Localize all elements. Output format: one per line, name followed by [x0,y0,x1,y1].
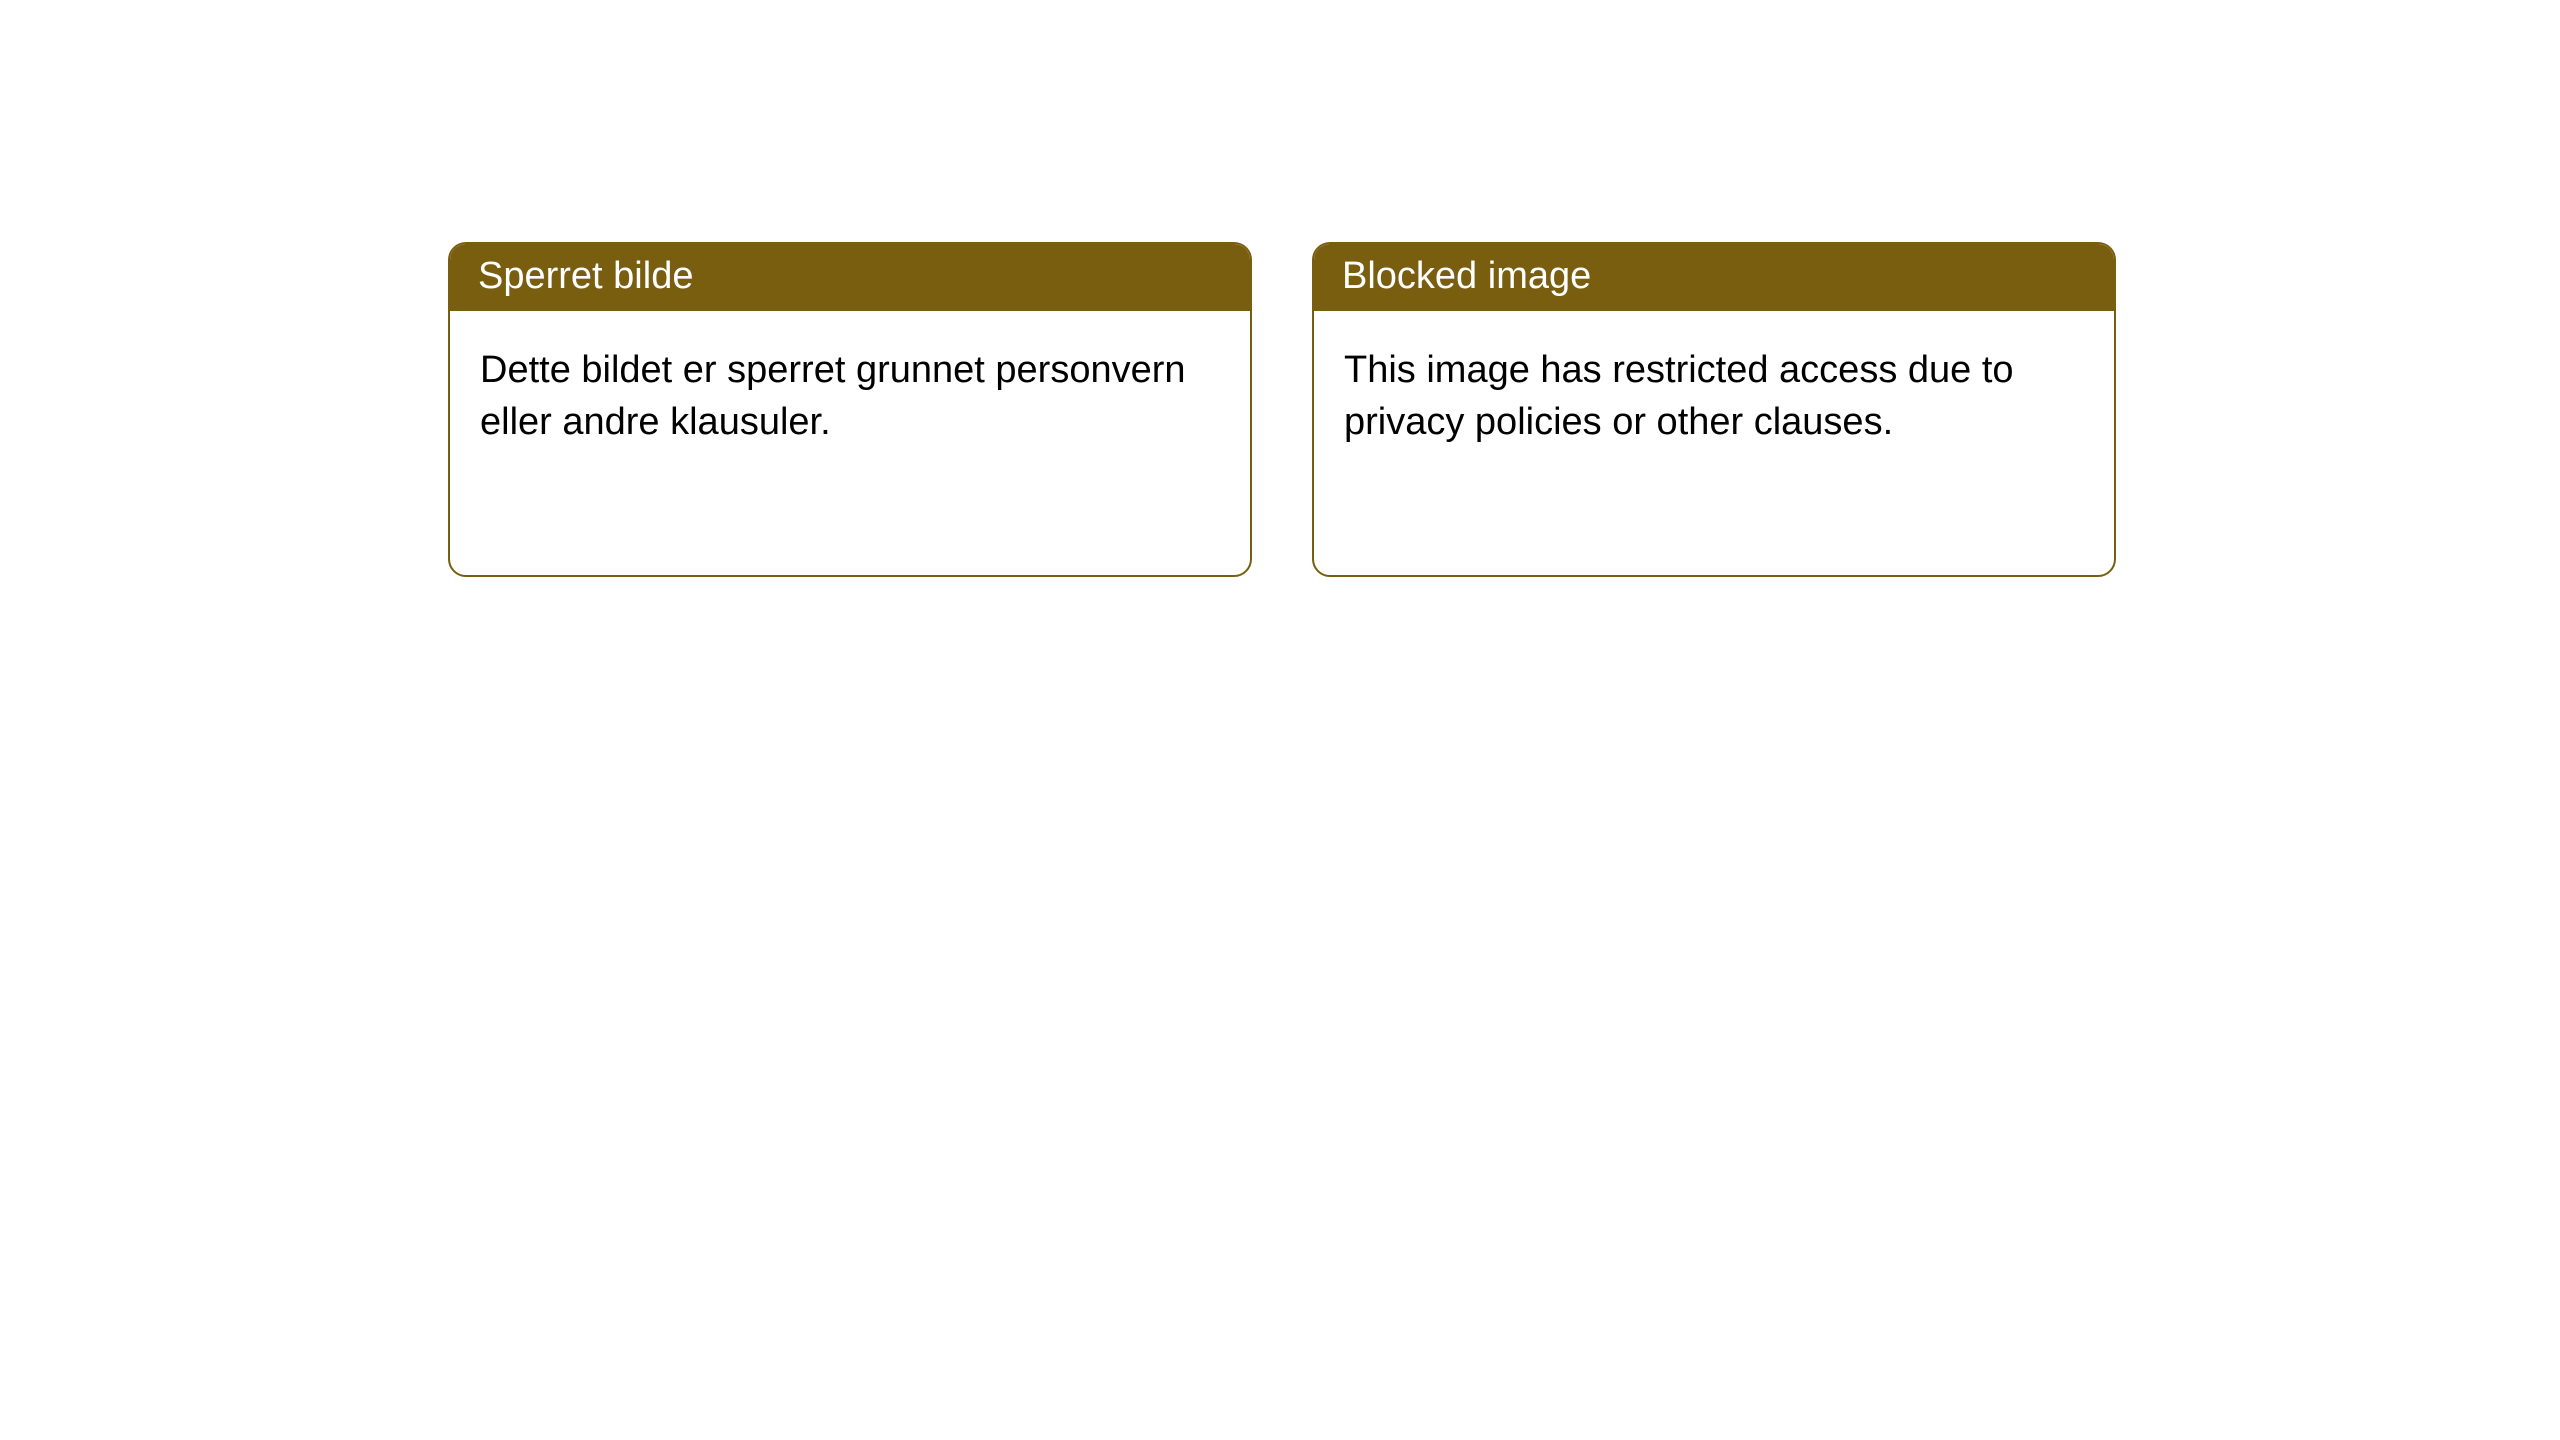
notice-card-english: Blocked image This image has restricted … [1312,242,2116,577]
card-body-text: This image has restricted access due to … [1314,311,2114,478]
card-body-text: Dette bildet er sperret grunnet personve… [450,311,1250,478]
card-title: Blocked image [1314,244,2114,311]
card-title: Sperret bilde [450,244,1250,311]
notice-cards-container: Sperret bilde Dette bildet er sperret gr… [0,0,2560,577]
notice-card-norwegian: Sperret bilde Dette bildet er sperret gr… [448,242,1252,577]
